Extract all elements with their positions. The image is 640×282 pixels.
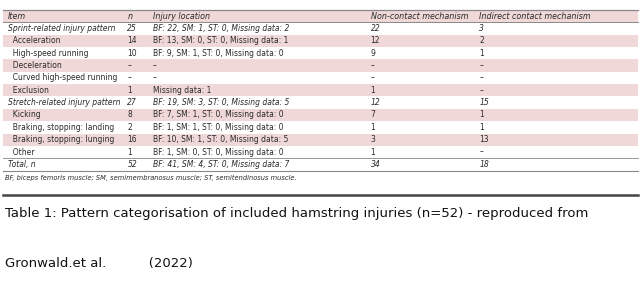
Text: 1: 1 xyxy=(371,147,375,157)
Text: BF: 1, SM: 1, ST: 0, Missing data: 0: BF: 1, SM: 1, ST: 0, Missing data: 0 xyxy=(153,123,284,132)
Text: 12: 12 xyxy=(371,98,380,107)
Text: Kicking: Kicking xyxy=(8,111,40,120)
Text: BF: 10, SM: 1, ST: 0, Missing data: 5: BF: 10, SM: 1, ST: 0, Missing data: 5 xyxy=(153,135,289,144)
Text: 18: 18 xyxy=(479,160,489,169)
Bar xyxy=(3,109,638,121)
Text: 1: 1 xyxy=(371,123,375,132)
Text: Curved high-speed running: Curved high-speed running xyxy=(8,73,117,82)
Text: 22: 22 xyxy=(371,24,380,33)
Text: Other: Other xyxy=(8,147,34,157)
Text: Deceleration: Deceleration xyxy=(8,61,61,70)
Text: BF: 41, SM: 4, ST: 0, Missing data: 7: BF: 41, SM: 4, ST: 0, Missing data: 7 xyxy=(153,160,289,169)
Text: 10: 10 xyxy=(127,49,137,58)
Text: 1: 1 xyxy=(479,123,484,132)
Text: –: – xyxy=(479,61,483,70)
Bar xyxy=(3,10,638,22)
Text: Non-contact mechanism: Non-contact mechanism xyxy=(371,12,468,21)
Text: Braking, stopping: landing: Braking, stopping: landing xyxy=(8,123,114,132)
Text: BF: 13, SM: 0, ST: 0, Missing data: 1: BF: 13, SM: 0, ST: 0, Missing data: 1 xyxy=(153,36,289,45)
Text: –: – xyxy=(153,61,157,70)
Text: –: – xyxy=(127,73,131,82)
Text: 52: 52 xyxy=(127,160,137,169)
Text: 1: 1 xyxy=(371,86,375,95)
Text: Missing data: 1: Missing data: 1 xyxy=(153,86,211,95)
Text: 1: 1 xyxy=(479,49,484,58)
Text: BF: 9, SM: 1, ST: 0, Missing data: 0: BF: 9, SM: 1, ST: 0, Missing data: 0 xyxy=(153,49,284,58)
Text: –: – xyxy=(479,73,483,82)
Bar xyxy=(3,10,638,22)
Text: 2: 2 xyxy=(479,36,484,45)
Text: BF: 22, SM: 1, ST: 0, Missing data: 2: BF: 22, SM: 1, ST: 0, Missing data: 2 xyxy=(153,24,289,33)
Text: –: – xyxy=(153,73,157,82)
Text: 9: 9 xyxy=(371,49,376,58)
Text: 2: 2 xyxy=(127,123,132,132)
Text: 25: 25 xyxy=(127,24,137,33)
Text: 13: 13 xyxy=(479,135,489,144)
Text: n: n xyxy=(127,12,132,21)
Text: 16: 16 xyxy=(127,135,137,144)
Text: 27: 27 xyxy=(127,98,137,107)
Text: BF, biceps femoris muscle; SM, semimembranosus muscle; ST, semitendinosus muscle: BF, biceps femoris muscle; SM, semimembr… xyxy=(5,175,297,181)
Bar xyxy=(3,133,638,146)
Text: Braking, stopping: lunging: Braking, stopping: lunging xyxy=(8,135,114,144)
Text: High-speed running: High-speed running xyxy=(8,49,88,58)
Text: 14: 14 xyxy=(127,36,137,45)
Text: Acceleration: Acceleration xyxy=(8,36,60,45)
Bar xyxy=(3,35,638,47)
Text: 34: 34 xyxy=(371,160,380,169)
Text: –: – xyxy=(127,61,131,70)
Text: 8: 8 xyxy=(127,111,132,120)
Text: Table 1: Pattern categorisation of included hamstring injuries (n=52) - reproduc: Table 1: Pattern categorisation of inclu… xyxy=(5,207,589,220)
Text: 15: 15 xyxy=(479,98,489,107)
Text: –: – xyxy=(371,73,374,82)
Text: Item: Item xyxy=(8,12,26,21)
Text: –: – xyxy=(479,86,483,95)
Text: –: – xyxy=(371,61,374,70)
Text: Sprint-related injury pattern: Sprint-related injury pattern xyxy=(8,24,115,33)
Text: BF: 19, SM: 3, ST: 0, Missing data: 5: BF: 19, SM: 3, ST: 0, Missing data: 5 xyxy=(153,98,289,107)
Text: 1: 1 xyxy=(479,111,484,120)
Text: BF: 7, SM: 1, ST: 0, Missing data: 0: BF: 7, SM: 1, ST: 0, Missing data: 0 xyxy=(153,111,284,120)
Text: Total, n: Total, n xyxy=(8,160,35,169)
Text: 1: 1 xyxy=(127,147,132,157)
Bar xyxy=(3,59,638,72)
Text: Injury location: Injury location xyxy=(153,12,210,21)
Text: BF: 1, SM: 0, ST: 0, Missing data: 0: BF: 1, SM: 0, ST: 0, Missing data: 0 xyxy=(153,147,284,157)
Bar xyxy=(3,84,638,96)
Text: 1: 1 xyxy=(127,86,132,95)
Text: –: – xyxy=(479,147,483,157)
Text: Exclusion: Exclusion xyxy=(8,86,49,95)
Text: 3: 3 xyxy=(371,135,376,144)
Text: Gronwald.et al.          (2022): Gronwald.et al. (2022) xyxy=(5,257,193,270)
Text: 12: 12 xyxy=(371,36,380,45)
Text: Indirect contact mechanism: Indirect contact mechanism xyxy=(479,12,591,21)
Text: 7: 7 xyxy=(371,111,376,120)
Text: 3: 3 xyxy=(479,24,484,33)
Text: Stretch-related injury pattern: Stretch-related injury pattern xyxy=(8,98,120,107)
